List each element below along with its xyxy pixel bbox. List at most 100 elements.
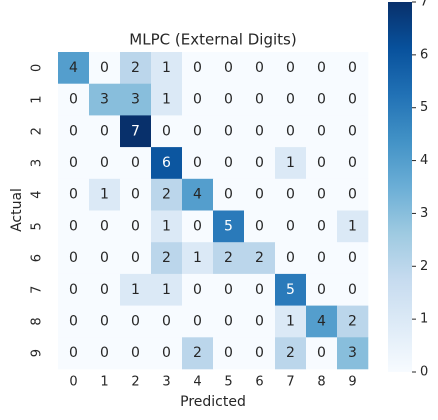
heatmap-cell [182, 178, 214, 211]
heatmap-cell [151, 210, 183, 243]
heatmap-cell [120, 52, 152, 84]
heatmap-cell [151, 178, 183, 211]
heatmap-cell [244, 178, 276, 211]
heatmap-cell [151, 242, 183, 275]
heatmap-cell [120, 147, 152, 180]
heatmap-cell [337, 242, 369, 275]
cell-value: 0 [286, 60, 295, 76]
heatmap-cell [275, 210, 307, 243]
x-tick-label: 6 [255, 375, 263, 390]
colorbar-tick-label: 7 [420, 0, 428, 10]
x-tick-label: 8 [317, 375, 325, 390]
cell-value: 1 [286, 155, 295, 171]
heatmap-cell [151, 52, 183, 84]
cell-value: 0 [193, 123, 202, 139]
cell-value: 4 [69, 60, 78, 76]
heatmap-cell [306, 178, 338, 211]
cell-value: 3 [100, 92, 109, 108]
cell-value: 0 [100, 250, 109, 266]
heatmap-cell [58, 337, 90, 370]
heatmap-cell [244, 305, 276, 338]
y-tick-label: 2 [30, 127, 45, 135]
heatmap-cell [89, 83, 121, 116]
y-tick-label: 9 [30, 349, 45, 357]
heatmap-cell [120, 242, 152, 275]
cell-value: 0 [255, 345, 264, 361]
heatmap-cell [213, 210, 245, 243]
heatmap-cell [213, 242, 245, 275]
heatmap-cell [89, 52, 121, 84]
heatmap-cell [306, 83, 338, 116]
cell-value: 0 [255, 60, 264, 76]
cell-value: 0 [286, 92, 295, 108]
cell-value: 0 [286, 250, 295, 266]
cell-value: 0 [317, 60, 326, 76]
cell-value: 5 [224, 218, 233, 234]
heatmap-cell [58, 52, 90, 84]
heatmap-cell [182, 273, 214, 306]
heatmap-cell [213, 178, 245, 211]
colorbar-tick-label: 0 [420, 365, 428, 380]
heatmap-cell [182, 305, 214, 338]
cell-value: 1 [162, 92, 171, 108]
heatmap-cell [306, 210, 338, 243]
heatmap-cell [58, 178, 90, 211]
x-tick-label: 1 [100, 375, 108, 390]
heatmap-cell [275, 52, 307, 84]
heatmap-cell [58, 147, 90, 180]
heatmap-cell [58, 115, 90, 148]
colorbar-tick-label: 4 [420, 153, 428, 168]
cell-value: 0 [255, 313, 264, 329]
y-tick-label: 5 [30, 222, 45, 230]
heatmap-cell [151, 147, 183, 180]
x-tick-label: 3 [162, 375, 170, 390]
x-axis-label: Predicted [180, 394, 246, 410]
cell-value: 0 [100, 218, 109, 234]
cell-value: 0 [348, 92, 357, 108]
colorbar-tick-label: 6 [420, 47, 428, 62]
heatmap-cell [275, 178, 307, 211]
cell-value: 0 [317, 187, 326, 203]
cell-value: 0 [224, 92, 233, 108]
cell-value: 0 [286, 187, 295, 203]
x-tick-label: 4 [193, 375, 201, 390]
x-tick-label: 0 [69, 375, 77, 390]
y-axis-label: Actual [9, 188, 25, 232]
cell-value: 1 [162, 218, 171, 234]
cell-value: 4 [317, 313, 326, 329]
cell-value: 0 [69, 345, 78, 361]
cell-value: 0 [100, 313, 109, 329]
cell-value: 0 [348, 155, 357, 171]
cell-value: 0 [224, 313, 233, 329]
heatmap-cell [151, 305, 183, 338]
cell-value: 0 [69, 313, 78, 329]
cell-value: 4 [193, 187, 202, 203]
heatmap-cell [275, 147, 307, 180]
heatmap-cell [89, 242, 121, 275]
cell-value: 1 [348, 218, 357, 234]
cell-value: 0 [224, 155, 233, 171]
heatmap-cell [337, 273, 369, 306]
cell-value: 2 [348, 313, 357, 329]
cell-value: 1 [100, 187, 109, 203]
cell-value: 2 [162, 187, 171, 203]
cell-value: 2 [162, 250, 171, 266]
heatmap-cell [58, 83, 90, 116]
cell-value: 0 [255, 155, 264, 171]
heatmap-cell [182, 337, 214, 370]
heatmap-cell [58, 305, 90, 338]
cell-value: 0 [317, 250, 326, 266]
cell-value: 0 [255, 92, 264, 108]
cell-value: 0 [69, 155, 78, 171]
cell-value: 0 [100, 60, 109, 76]
heatmap-cell [120, 178, 152, 211]
heatmap-cell [337, 305, 369, 338]
heatmap-cell [151, 115, 183, 148]
heatmap-cell [120, 273, 152, 306]
cell-value: 0 [317, 123, 326, 139]
heatmap-cell [89, 273, 121, 306]
cell-value: 3 [348, 345, 357, 361]
cell-value: 0 [131, 250, 140, 266]
heatmap-cell [244, 273, 276, 306]
